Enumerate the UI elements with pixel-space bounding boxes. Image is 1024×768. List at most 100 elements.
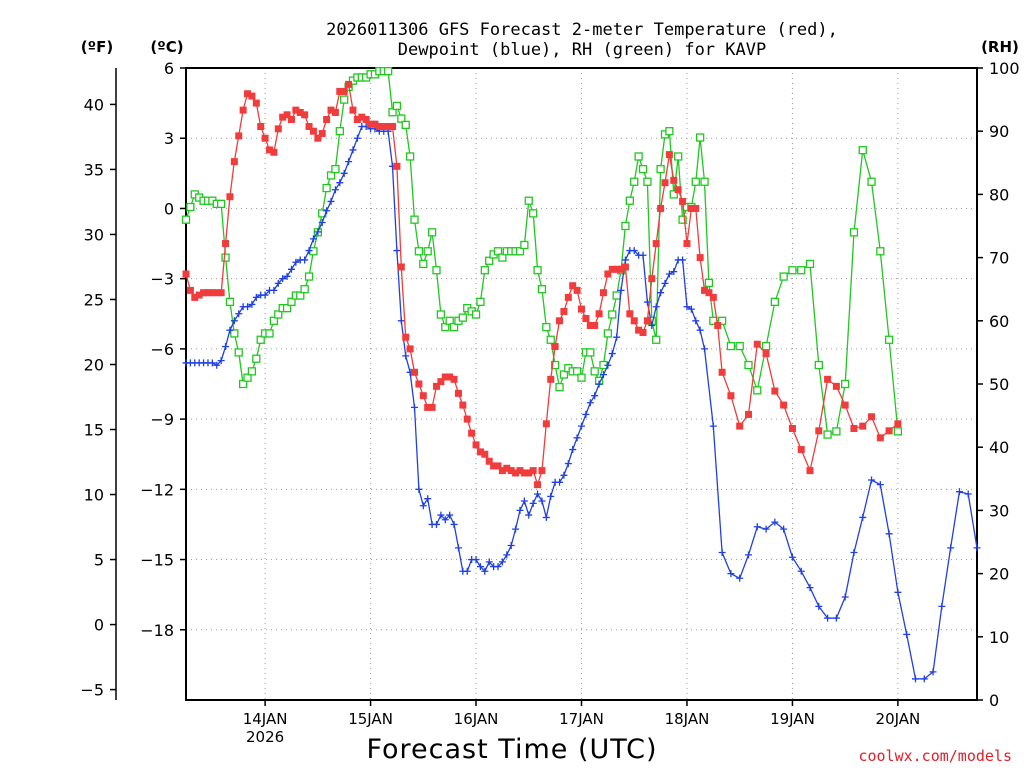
temperature-point <box>591 321 599 329</box>
temperature-point <box>217 289 225 297</box>
rh-point <box>735 341 744 351</box>
rh-point <box>849 228 859 237</box>
rh-point <box>858 146 867 155</box>
temperature-point <box>569 282 577 290</box>
rh-point <box>410 215 419 224</box>
rh-point <box>577 373 586 382</box>
fahrenheit-tick-label: 40 <box>84 95 104 114</box>
fahrenheit-tick-label: 25 <box>84 290 104 309</box>
temperature-point <box>384 123 392 131</box>
dewpoint-point <box>432 520 440 528</box>
temperature-point <box>771 387 779 395</box>
dewpoint-point <box>331 186 339 194</box>
rh-tick-label: 20 <box>989 565 1009 584</box>
rh-point <box>441 322 450 332</box>
temperature-point <box>560 307 568 315</box>
dewpoint-point <box>608 350 616 358</box>
rh-tick-label: 100 <box>989 59 1020 78</box>
temperature-point <box>358 113 366 121</box>
temperature-point <box>850 424 858 432</box>
rh-tick-label: 0 <box>989 691 999 710</box>
rh-point <box>717 316 727 325</box>
celsius-tick-label: −6 <box>150 340 174 359</box>
rh-point <box>665 127 674 136</box>
rh-point <box>480 266 489 275</box>
rh-point <box>423 247 432 256</box>
credit-link[interactable]: coolwx.com/models <box>858 747 1012 765</box>
temperature-point <box>701 286 709 294</box>
dewpoint-point <box>701 345 709 353</box>
fahrenheit-tick-label: 20 <box>84 355 104 374</box>
dewpoint-point <box>437 511 445 519</box>
rh-point <box>761 341 771 351</box>
temperature-point <box>340 87 348 95</box>
temperature-point <box>481 450 489 458</box>
rh-point <box>674 152 683 161</box>
dewpoint-point <box>336 179 344 187</box>
dewpoint-point <box>604 361 612 369</box>
dewpoint-point <box>657 289 665 297</box>
grid-lines <box>186 67 977 700</box>
temperature-point <box>595 310 603 318</box>
rh-point <box>603 329 613 338</box>
temperature-point <box>459 401 467 409</box>
rh-point <box>186 202 195 212</box>
dewpoint-point <box>415 485 423 493</box>
dewpoint-point <box>929 668 937 676</box>
rh-point <box>555 383 564 392</box>
temperature-point <box>714 321 722 329</box>
celsius-tick-label: 3 <box>164 129 174 148</box>
dewpoint-point <box>683 303 691 311</box>
dewpoint-point <box>679 256 687 264</box>
temperature-point <box>336 87 344 95</box>
temperature-point <box>529 467 537 475</box>
temperature-point <box>200 289 208 297</box>
rh-point <box>296 291 305 300</box>
temperature-point <box>630 317 638 325</box>
dewpoint-point <box>920 675 928 683</box>
dewpoint-point <box>876 481 884 489</box>
dewpoint-point <box>885 530 893 538</box>
dewpoint-point <box>824 614 832 622</box>
dewpoint-point <box>569 446 577 454</box>
temperature-point <box>665 151 673 159</box>
rh-point <box>256 335 265 344</box>
temperature-point <box>525 469 533 477</box>
temperature-point <box>441 373 449 381</box>
rh-point <box>383 67 393 76</box>
rh-point <box>282 304 292 313</box>
dewpoint-point <box>446 511 454 519</box>
temperature-point <box>657 204 665 212</box>
temperature-point <box>270 148 278 156</box>
dewpoint-point <box>661 279 669 287</box>
rh-point <box>388 108 397 117</box>
temperature-point <box>222 240 230 248</box>
rh-point <box>542 322 551 332</box>
dewpoint-point <box>709 422 717 430</box>
temperature-point <box>520 469 528 477</box>
dewpoint-point <box>639 251 647 259</box>
temperature-point <box>806 467 814 475</box>
dewpoint-point <box>670 268 678 276</box>
dewpoint-point <box>841 593 849 601</box>
dewpoint-point <box>806 584 814 592</box>
temperature-point <box>692 204 700 212</box>
celsius-tick-label: −9 <box>150 410 174 429</box>
dewpoint-point <box>578 422 585 430</box>
dewpoint-point <box>327 197 335 205</box>
data-series <box>181 67 981 683</box>
dewpoint-point <box>534 490 542 498</box>
temperature-point <box>705 289 713 297</box>
dewpoint-point <box>582 410 590 418</box>
rh-point <box>805 259 815 269</box>
temperature-point <box>868 413 876 421</box>
dewpoint-point <box>454 544 462 552</box>
rh-point <box>269 316 279 325</box>
temperature-point <box>507 467 515 475</box>
temperature-point <box>191 293 199 301</box>
rh-point <box>678 215 687 224</box>
dewpoint-point <box>287 265 295 273</box>
temperature-point <box>389 123 397 131</box>
rh-tick-label: 90 <box>989 122 1009 141</box>
temperature-point <box>296 108 304 116</box>
